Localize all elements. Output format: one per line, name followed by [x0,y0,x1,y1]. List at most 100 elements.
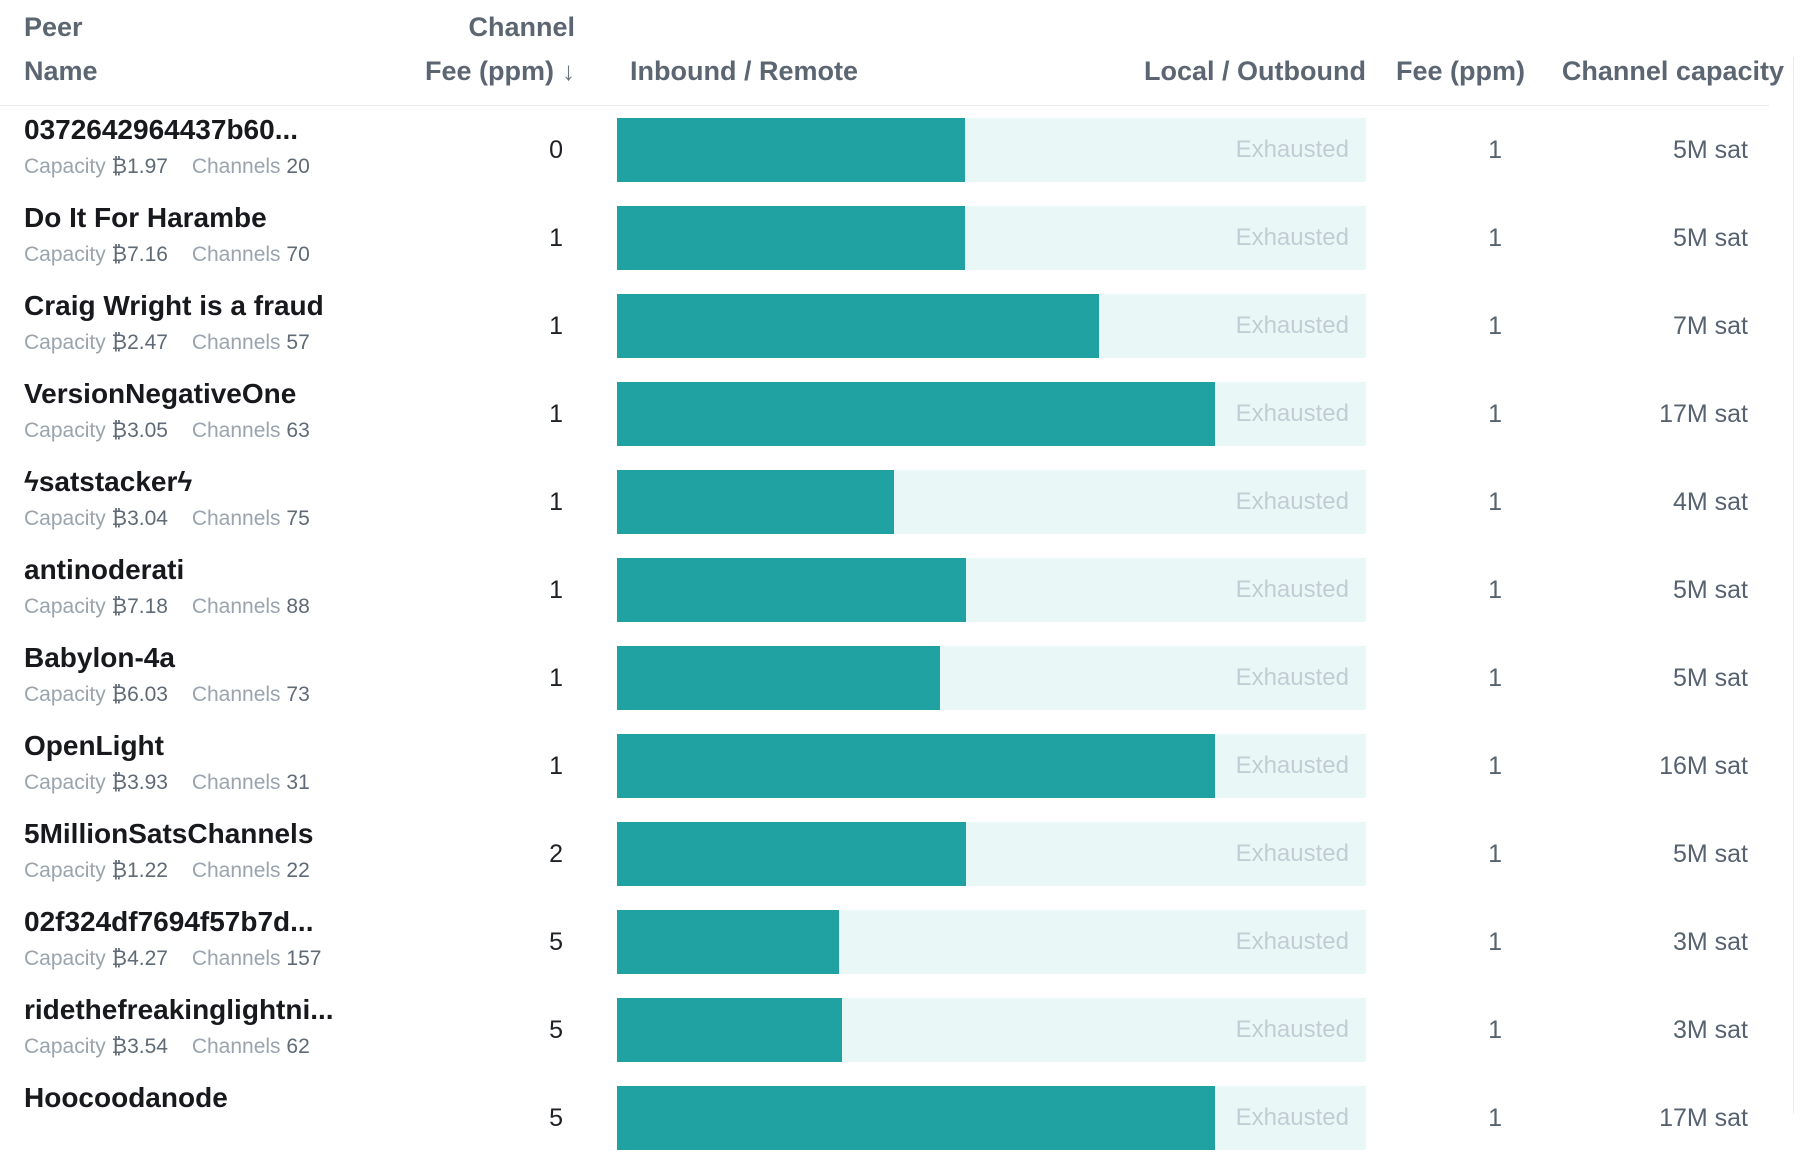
peer-name: VersionNegativeOne [24,378,297,409]
outbound-exhausted-label: Exhausted [1235,1104,1349,1131]
capacity-column-label: Channel capacity [1561,56,1784,86]
liquidity-cell: Exhausted [575,810,1366,898]
channel-fee-value: 1 [549,223,563,252]
name-column-label: Name [24,56,98,86]
outbound-exhausted-label: Exhausted [1235,928,1349,955]
channel-fee-value: 5 [549,1015,563,1044]
inbound-liquidity-fill [617,910,839,974]
channel-fee-value: 1 [549,311,563,340]
liquidity-bar-track: Exhausted [617,646,1366,710]
peer-name: 5MillionSatsChannels [24,818,314,849]
inbound-liquidity-fill [617,294,1100,358]
peer-name: Babylon-4a [24,642,175,673]
channels-count-value: 62 [286,1035,310,1058]
outbound-exhausted-label: Exhausted [1235,752,1349,779]
channels-label: Channels [191,859,281,882]
channels-count-value: 20 [286,155,310,178]
channel-capacity-value: 5M sat [1672,663,1748,692]
peer-details: Capacity ₿3.54 Channels 62 [24,1034,420,1060]
capacity-btc-value: ₿3.05 [111,419,168,442]
column-header-channel-fee[interactable]: Channel Fee (ppm) ↓ [420,10,575,105]
outbound-column-label[interactable]: Local / Outbound [1144,56,1366,86]
table-right-border [1793,57,1794,1114]
table-row[interactable]: Craig Wright is a fraud Capacity ₿2.47 C… [0,282,1784,370]
outbound-exhausted-label: Exhausted [1235,488,1349,515]
table-header: Peer Name Channel Fee (ppm) ↓ Inbound / R… [0,0,1784,106]
outbound-exhausted-label: Exhausted [1235,1016,1349,1043]
peer-group-label: Peer [24,12,83,42]
table-row[interactable]: VersionNegativeOne Capacity ₿3.05 Channe… [0,370,1784,458]
table-row[interactable]: 02f324df7694f57b7d... Capacity ₿4.27 Cha… [0,898,1784,986]
inbound-liquidity-fill [617,998,842,1062]
capacity-btc-value: ₿7.16 [111,243,168,266]
fee-ppm-value: 1 [1488,1015,1502,1044]
channel-capacity-value: 4M sat [1672,487,1748,516]
channel-capacity-value: 5M sat [1672,223,1748,252]
table-row[interactable]: ridethefreakinglightni... Capacity ₿3.54… [0,986,1784,1074]
channels-label: Channels [191,683,281,706]
table-row[interactable]: Do It For Harambe Capacity ₿7.16 Channel… [0,194,1784,282]
liquidity-bar-track: Exhausted [617,910,1366,974]
capacity-label: Capacity [24,683,106,706]
peer-cell: 0372642964437b60... Capacity ₿1.97 Chann… [24,106,420,194]
column-header-peer-name[interactable]: Peer Name [24,10,420,105]
peer-name: 0372642964437b60... [24,114,299,145]
peer-name: ridethefreakinglightni... [24,994,334,1025]
table-body: 0372642964437b60... Capacity ₿1.97 Chann… [0,106,1818,1162]
column-header-fee[interactable]: Fee (ppm) [1366,10,1525,105]
inbound-column-label[interactable]: Inbound / Remote [630,56,858,86]
table-row[interactable]: 0372642964437b60... Capacity ₿1.97 Chann… [0,106,1784,194]
channels-count-value: 73 [286,683,310,706]
table-row[interactable]: Hoocoodanode 5 Exhausted 1 17M sat [0,1074,1784,1162]
peer-cell: Babylon-4a Capacity ₿6.03 Channels 73 [24,634,420,722]
peer-cell: Craig Wright is a fraud Capacity ₿2.47 C… [24,282,420,370]
table-row[interactable]: 5MillionSatsChannels Capacity ₿1.22 Chan… [0,810,1784,898]
peer-details: Capacity ₿2.47 Channels 57 [24,330,420,356]
liquidity-cell: Exhausted [575,458,1366,546]
table-row[interactable]: Babylon-4a Capacity ₿6.03 Channels 73 1 … [0,634,1784,722]
peer-name: Craig Wright is a fraud [24,290,324,321]
table-row[interactable]: ϟsatstackerϟ Capacity ₿3.04 Channels 75 … [0,458,1784,546]
liquidity-cell: Exhausted [575,634,1366,722]
capacity-btc-value: ₿3.93 [111,771,168,794]
liquidity-bar-track: Exhausted [617,998,1366,1062]
channel-capacity-value: 16M sat [1659,751,1748,780]
outbound-exhausted-label: Exhausted [1235,312,1349,339]
liquidity-cell: Exhausted [575,722,1366,810]
channel-fee-value: 1 [549,575,563,604]
outbound-exhausted-label: Exhausted [1235,224,1349,251]
peer-name: antinoderati [24,554,185,585]
peer-details: Capacity ₿6.03 Channels 73 [24,682,420,708]
peer-cell: 02f324df7694f57b7d... Capacity ₿4.27 Cha… [24,898,420,986]
column-header-capacity[interactable]: Channel capacity [1525,10,1784,105]
liquidity-bar-track: Exhausted [617,470,1366,534]
capacity-btc-value: ₿1.97 [111,155,168,178]
peer-cell: antinoderati Capacity ₿7.18 Channels 88 [24,546,420,634]
channels-label: Channels [191,155,281,178]
fee-ppm-value: 1 [1488,399,1502,428]
outbound-exhausted-label: Exhausted [1235,576,1349,603]
inbound-liquidity-fill [617,206,966,270]
channel-capacity-value: 17M sat [1659,399,1748,428]
peer-cell: VersionNegativeOne Capacity ₿3.05 Channe… [24,370,420,458]
fee-ppm-value: 1 [1488,135,1502,164]
channel-capacity-value: 5M sat [1672,839,1748,868]
channels-label: Channels [191,771,281,794]
capacity-label: Capacity [24,1035,106,1058]
capacity-label: Capacity [24,859,106,882]
peer-name: Do It For Harambe [24,202,267,233]
channel-capacity-value: 3M sat [1672,1015,1748,1044]
table-row[interactable]: OpenLight Capacity ₿3.93 Channels 31 1 E… [0,722,1784,810]
liquidity-bar-track: Exhausted [617,734,1366,798]
peer-details: Capacity ₿3.04 Channels 75 [24,506,420,532]
fee-ppm-value: 1 [1488,223,1502,252]
peer-details: Capacity ₿4.27 Channels 157 [24,946,420,972]
capacity-label: Capacity [24,771,106,794]
liquidity-cell: Exhausted [575,546,1366,634]
channel-group-label: Channel [468,12,575,42]
sort-descending-icon: ↓ [562,56,575,86]
table-row[interactable]: antinoderati Capacity ₿7.18 Channels 88 … [0,546,1784,634]
inbound-liquidity-fill [617,734,1216,798]
channel-fee-value: 1 [549,399,563,428]
inbound-liquidity-fill [617,822,967,886]
